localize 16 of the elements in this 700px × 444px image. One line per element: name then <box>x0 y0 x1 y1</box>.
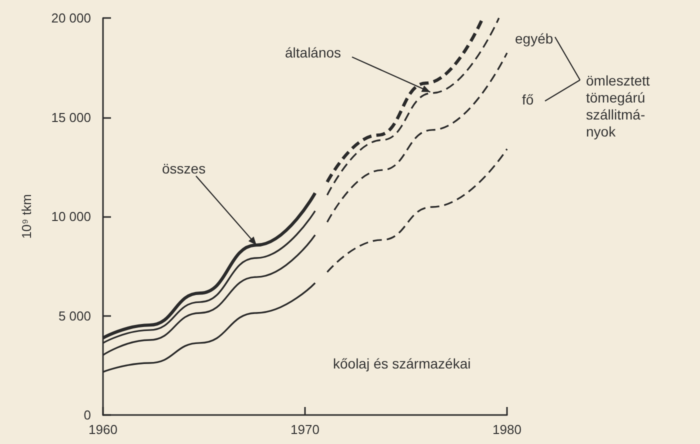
y-tick-label: 0 <box>84 408 91 422</box>
y-tick-label: 20 000 <box>51 10 91 26</box>
y-tick-label: 5 000 <box>58 308 91 324</box>
text: fő <box>522 92 534 108</box>
annotation: kőolaj és származékai <box>333 356 471 372</box>
x-tick-label: 1970 <box>290 422 320 437</box>
text: ömlesztett tömegárú szállitmá- nyok <box>586 72 650 140</box>
line-series <box>326 148 508 273</box>
text: egyéb <box>515 30 554 46</box>
x-tick-label: 1960 <box>88 422 118 437</box>
x-tick-label: 1980 <box>492 422 522 437</box>
y-tick-label: 15 000 <box>51 110 91 125</box>
annotation: összes <box>162 160 206 176</box>
y-axis-title: 10⁹ tkm <box>19 194 34 239</box>
annotation: általános <box>285 44 342 60</box>
y-tick-label: 10 000 <box>51 209 91 224</box>
